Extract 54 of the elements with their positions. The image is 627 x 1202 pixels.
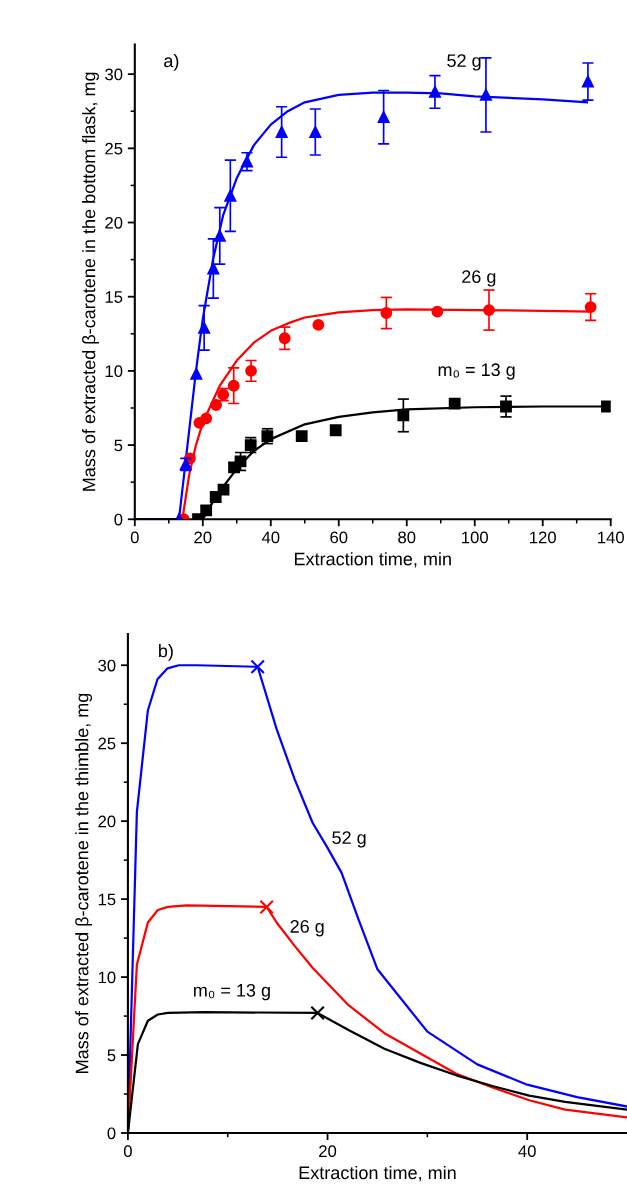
point [259,899,274,915]
point [190,367,203,380]
y-tick-label: 30 [98,659,116,672]
x-tick-label: 140 [598,531,624,544]
point [329,424,342,437]
y-tick-label: 10 [98,971,116,984]
point [312,319,325,331]
annotation: 26 g [462,270,496,287]
x-tick-label: 40 [261,531,280,544]
point [431,305,444,318]
annotation: b) [159,644,173,661]
annotation: m₀ = 13 g [438,363,515,380]
y-tick-label: 25 [98,737,116,750]
x-tick-label: 60 [330,531,348,544]
y-tick-label: 15 [98,893,116,906]
x-tick-label: 20 [319,1145,337,1158]
y-axis-title: Mass of extracted β-carotene in the thimble, mg [75,693,93,1073]
x-tick-label: 40 [518,1145,536,1158]
y-tick-label: 0 [107,1127,116,1140]
x-tick-label: 20 [194,531,212,544]
y-tick-label: 5 [114,439,123,452]
point [275,126,288,138]
point [377,111,390,124]
y-tick-label: 5 [107,1049,116,1062]
annotation: 52 g [332,831,366,848]
y-tick-label: 25 [105,142,123,155]
point [250,659,265,675]
y-axis-title: Mass of extracted β-carotene in the bottom flask, mg [82,72,99,491]
point [448,397,461,410]
point [380,307,393,319]
x-tick-label: 80 [398,531,416,544]
point [200,412,213,425]
annotation: a) [164,53,179,71]
y-tick-label: 20 [105,216,123,229]
x-tick-label: 100 [462,531,488,544]
point [210,399,222,411]
annotation: 26 g [290,920,324,937]
y-tick-label: 10 [105,365,123,378]
point [209,491,222,503]
y-tick-label: 15 [105,291,123,303]
x-axis-title: Extraction time, min [294,552,451,568]
x-axis-title: Extraction time, min [299,1165,456,1182]
point [310,1005,325,1021]
x-tick-label: 120 [530,531,556,544]
annotation: m₀ = 13 g [193,983,270,1001]
y-tick-label: 20 [98,815,116,828]
point [295,430,308,443]
y-tick-label: 0 [114,513,123,526]
y-tick-label: 30 [105,68,123,81]
x-tick-label: 0 [130,531,139,544]
x-tick-label: 0 [123,1145,132,1158]
point [217,483,230,496]
point [397,409,410,422]
annotation: 52 g [447,54,481,71]
